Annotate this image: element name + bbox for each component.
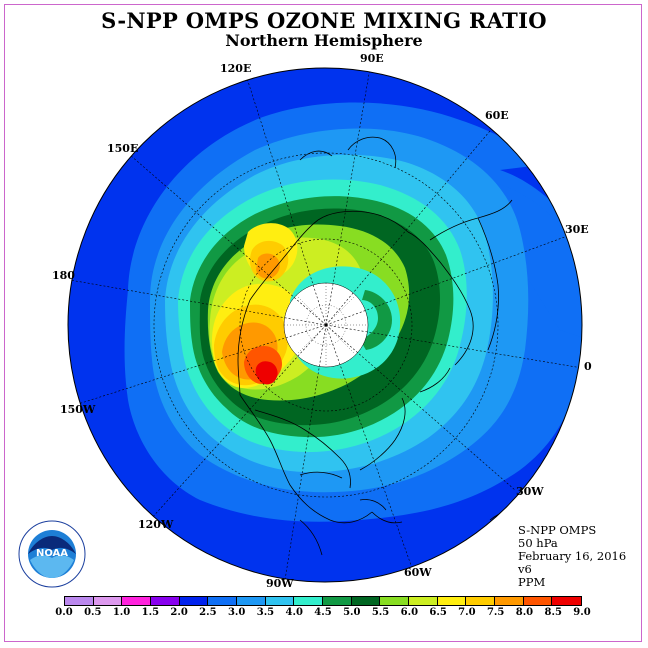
- contour-8-5: [255, 361, 278, 385]
- colorbar-tick-label: 2.5: [199, 607, 217, 618]
- colorbar: [64, 596, 582, 606]
- colorbar-tick-label: 0.0: [55, 607, 73, 618]
- colorbar-tick-label: 6.5: [429, 607, 447, 618]
- lon-label-0: 0: [584, 360, 592, 373]
- colorbar-segment: [351, 597, 381, 605]
- colorbar-segment: [380, 597, 410, 605]
- lon-label-30w: 30W: [516, 485, 544, 498]
- lon-label-60e: 60E: [485, 109, 509, 122]
- inner-vortex-green: [360, 290, 392, 350]
- graticule: [69, 68, 582, 581]
- colorbar-tick-label: 7.0: [458, 607, 476, 618]
- colorbar-segment: [409, 597, 438, 605]
- colorbar-tick-label: 4.5: [314, 607, 332, 618]
- map-border: [67, 67, 583, 583]
- colorbar-segment: [237, 597, 266, 605]
- colorbar-segment: [65, 597, 94, 605]
- lon-label-90e: 90E: [360, 52, 384, 65]
- colorbar-segment: [294, 597, 324, 605]
- colorbar-segment: [122, 597, 152, 605]
- colorbar-segment: [466, 597, 496, 605]
- colorbar-segment: [179, 597, 209, 605]
- colorbar-segment: [323, 597, 352, 605]
- lon-label-90w: 90W: [266, 577, 294, 590]
- colorbar-segment: [523, 597, 553, 605]
- colorbar-segment: [208, 597, 238, 605]
- info-instrument: S-NPP OMPS: [518, 523, 597, 537]
- colorbar-tick-label: 8.0: [515, 607, 534, 618]
- colorbar-tick-label: 1.5: [141, 607, 160, 618]
- lon-label-60w: 60W: [404, 566, 432, 579]
- info-units: PPM: [518, 575, 546, 589]
- colorbar-tick-label: 3.5: [256, 607, 275, 618]
- colorbar-tick-label: 5.0: [343, 607, 361, 618]
- colorbar-segment: [93, 597, 123, 605]
- colorbar-segment: [552, 597, 582, 605]
- colorbar-tick-label: 1.0: [112, 607, 131, 618]
- colorbar-segment: [265, 597, 295, 605]
- figure-subtitle: Northern Hemisphere: [225, 31, 423, 50]
- colorbar-segment: [437, 597, 467, 605]
- colorbar-segment: [495, 597, 524, 605]
- figure-title: S-NPP OMPS OZONE MIXING RATIO: [101, 8, 547, 33]
- colorbar-tick-label: 4.0: [285, 607, 303, 618]
- figure-frame: [4, 4, 642, 642]
- lon-label-120w: 120W: [138, 518, 174, 531]
- colorbar-tick-label: 9.0: [573, 607, 591, 618]
- colorbar-segment: [151, 597, 180, 605]
- colorbar-tick-label: 2.0: [170, 607, 188, 618]
- info-version: v6: [518, 562, 532, 576]
- lon-label-30e: 30E: [565, 223, 589, 236]
- info-date: February 16, 2016: [518, 549, 627, 563]
- colorbar-tick-label: 5.5: [371, 607, 390, 618]
- lon-label-120e: 120E: [220, 62, 251, 75]
- colorbar-tick-label: 0.5: [84, 607, 102, 618]
- colorbar-tick-label: 6.0: [400, 607, 419, 618]
- pole-grid: [284, 283, 368, 367]
- noaa-logo-text: NOAA: [36, 548, 68, 559]
- lon-label-150w: 150W: [60, 403, 96, 416]
- colorbar-tick-label: 7.5: [486, 607, 505, 618]
- info-level: 50 hPa: [518, 536, 558, 550]
- colorbar-tick-label: 8.5: [544, 607, 562, 618]
- contour-7-5-north: [256, 253, 280, 279]
- lon-label-150e: 150E: [107, 142, 138, 155]
- lon-label-180: 180: [52, 269, 75, 282]
- colorbar-tick-label: 3.0: [227, 607, 246, 618]
- noaa-logo: NOAA: [18, 520, 86, 588]
